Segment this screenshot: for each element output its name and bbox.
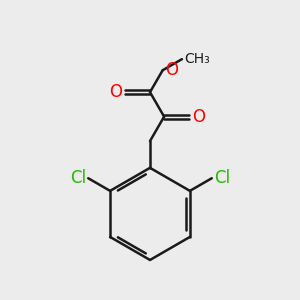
Text: CH₃: CH₃ — [184, 52, 210, 66]
Text: Cl: Cl — [70, 169, 86, 187]
Text: O: O — [109, 83, 122, 101]
Text: O: O — [165, 61, 178, 79]
Text: O: O — [192, 108, 206, 126]
Text: Cl: Cl — [214, 169, 230, 187]
